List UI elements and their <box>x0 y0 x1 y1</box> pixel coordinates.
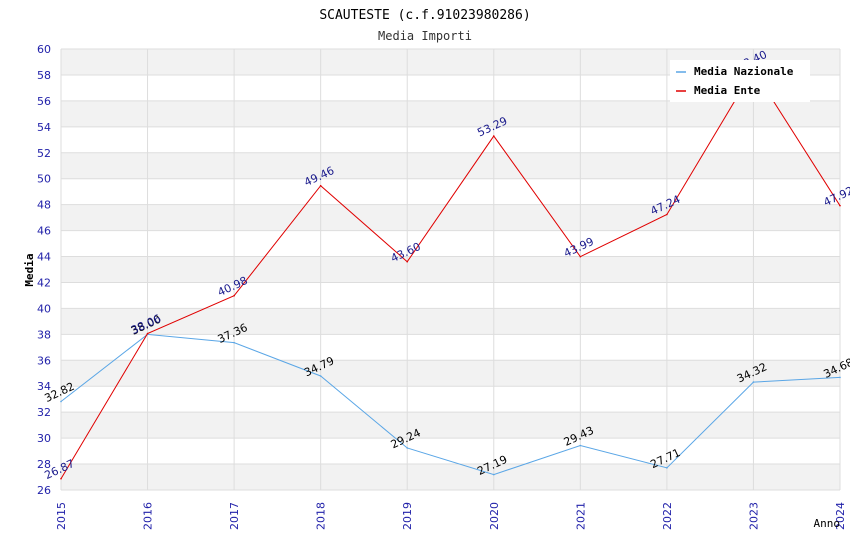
series-line-media-ente <box>60 68 841 479</box>
grid-band <box>61 308 840 335</box>
data-point <box>233 294 235 297</box>
y-tick-label: 32 <box>37 406 51 419</box>
data-point <box>319 375 322 377</box>
series-group <box>60 68 841 480</box>
y-tick-label: 36 <box>37 354 51 367</box>
grid-band <box>61 464 840 490</box>
y-tick-label: 40 <box>37 302 51 315</box>
y-tick-label: 48 <box>37 199 51 212</box>
grid-band <box>61 360 840 387</box>
data-point <box>579 444 582 447</box>
y-axis-ticks: 26 28 30 32 34 36 38 40 42 44 46 48 50 52 54 56 58 60 <box>37 43 51 497</box>
x-tick-label: 2021 <box>574 502 587 530</box>
x-axis-ticks: 2015 2016 2017 2018 2019 2020 2021 2022 2023 2024 <box>55 502 847 530</box>
grid-band <box>61 412 840 439</box>
data-point <box>839 204 841 207</box>
x-tick-label: 2018 <box>315 502 328 530</box>
x-axis-label: Anno <box>814 517 841 530</box>
data-point <box>579 255 582 258</box>
y-axis-label: Media <box>23 253 36 286</box>
y-tick-label: 52 <box>37 147 51 160</box>
y-tick-label: 46 <box>37 225 51 238</box>
y-tick-label: 58 <box>37 69 51 82</box>
data-point <box>319 184 322 187</box>
data-point <box>60 477 62 480</box>
y-tick-label: 28 <box>37 458 51 471</box>
data-point <box>146 332 149 335</box>
data-point <box>60 400 62 403</box>
chart-title: SCAUTESTE (c.f.91023980286) <box>319 8 530 23</box>
y-tick-label: 30 <box>37 432 51 445</box>
x-tick-label: 2016 <box>142 502 155 530</box>
x-tick-label: 2022 <box>661 502 674 530</box>
chart-subtitle: Media Importi <box>378 29 472 43</box>
legend: Media Nazionale Media Ente <box>670 60 810 102</box>
x-tick-label: 2017 <box>228 502 241 530</box>
data-point <box>492 135 495 137</box>
data-point <box>752 381 755 383</box>
x-tick-label: 2015 <box>55 502 68 530</box>
data-point <box>233 341 235 344</box>
legend-label-media-ente: Media Ente <box>694 84 761 97</box>
legend-label-media-nazionale: Media Nazionale <box>694 65 794 78</box>
x-tick-label: 2019 <box>401 502 414 530</box>
grid-band <box>61 100 840 127</box>
y-tick-label: 44 <box>37 251 51 264</box>
y-tick-label: 60 <box>37 43 51 56</box>
x-tick-label: 2020 <box>488 502 501 530</box>
y-tick-label: 54 <box>37 121 51 134</box>
x-tick-label: 2024 <box>834 502 847 530</box>
series-line-media-nazionale <box>60 333 841 476</box>
data-point <box>666 213 668 216</box>
grid-band <box>61 256 840 283</box>
data-point <box>406 260 409 263</box>
x-tick-label: 2023 <box>747 502 760 530</box>
grid-band <box>61 152 840 179</box>
y-tick-label: 34 <box>37 380 51 393</box>
y-tick-label: 42 <box>37 276 51 289</box>
data-point <box>666 467 668 469</box>
data-point <box>839 376 841 379</box>
y-tick-label: 38 <box>37 328 51 341</box>
data-point <box>492 473 495 476</box>
grid-bands <box>61 49 840 490</box>
grid-lines <box>60 48 841 491</box>
y-tick-label: 50 <box>37 173 51 186</box>
y-tick-label: 56 <box>37 95 51 108</box>
data-point <box>406 447 409 449</box>
y-tick-label: 26 <box>37 484 51 497</box>
legend-box <box>670 60 810 102</box>
grid-band <box>61 204 840 231</box>
